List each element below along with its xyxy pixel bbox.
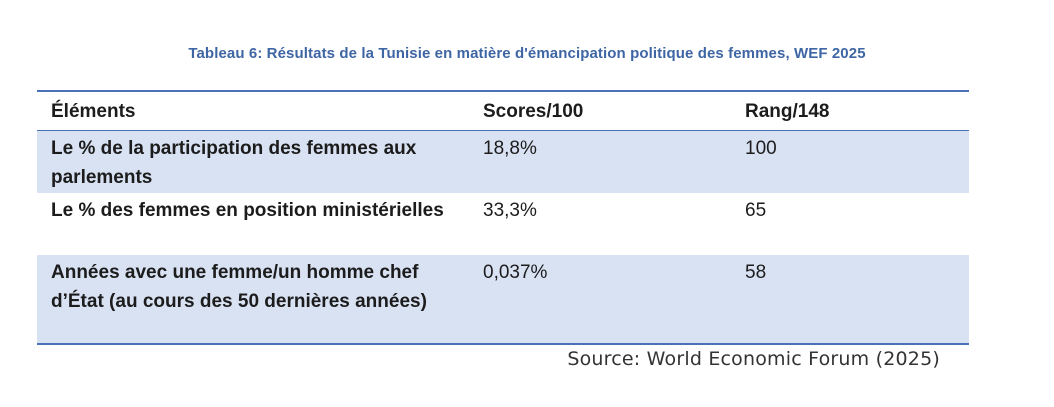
row-rank: 65: [745, 200, 767, 221]
table-row: Années avec une femme/un homme chef d’Ét…: [37, 255, 969, 343]
header-scores: Scores/100: [483, 100, 584, 122]
row-score: 18,8%: [483, 138, 537, 159]
row-score: 33,3%: [483, 200, 537, 221]
source-note: Source: World Economic Forum (2025): [567, 348, 940, 370]
table-caption: Tableau 6: Résultats de la Tunisie en ma…: [188, 45, 866, 62]
row-rank: 58: [745, 262, 767, 283]
results-table: Éléments Scores/100 Rang/148 Le % de la …: [37, 90, 969, 345]
row-rank: 100: [745, 138, 777, 159]
header-rank: Rang/148: [745, 100, 830, 122]
table-row: Le % de la participation des femmes aux …: [37, 131, 969, 193]
row-label: Le % de la participation des femmes aux …: [51, 138, 417, 188]
row-label: Années avec une femme/un homme chef d’Ét…: [51, 262, 427, 312]
header-elements: Éléments: [51, 100, 136, 122]
table-row: Le % des femmes en position ministériell…: [37, 193, 969, 255]
row-score: 0,037%: [483, 262, 548, 283]
table-header-row: Éléments Scores/100 Rang/148: [37, 92, 969, 131]
row-label: Le % des femmes en position ministériell…: [51, 200, 444, 221]
